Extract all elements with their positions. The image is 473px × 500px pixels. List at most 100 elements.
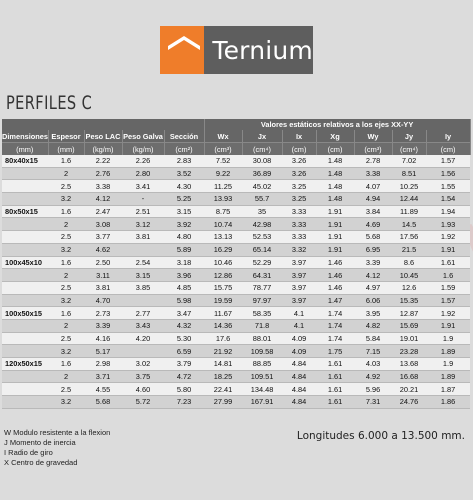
- column-header: Espesor: [48, 130, 85, 143]
- column-unit: (cm): [282, 142, 317, 155]
- table-cell: 1.59: [426, 281, 471, 295]
- static-values-header: Valores estáticos relativos a los ejes X…: [204, 119, 471, 130]
- table-cell: 3.02: [122, 357, 164, 371]
- table-cell: 5.89: [164, 243, 205, 257]
- column-header: Dimensiones: [2, 130, 49, 143]
- table-cell: 3.39: [84, 319, 122, 333]
- table-cell: 4.12: [84, 192, 122, 206]
- table-cell: 3.52: [164, 167, 205, 181]
- table-cell: 5.98: [164, 294, 205, 308]
- table-cell: 1.89: [426, 344, 471, 358]
- table-cell: 3.97: [282, 268, 317, 282]
- table-cell: 167.91: [242, 395, 283, 409]
- table-cell: 1.56: [426, 167, 471, 181]
- table-cell: 45.02: [242, 179, 283, 194]
- table-row: 120x50x15 1.6 2.98 3.02 3.79 14.81 88.85 4.84 1.…: [2, 357, 471, 371]
- table-cell: 1.6: [48, 306, 84, 320]
- table-cell: 3.15: [164, 205, 205, 219]
- table-cell: 14.36: [204, 319, 243, 333]
- table-cell: 1.46: [316, 256, 355, 270]
- table-cell: 4.30: [164, 179, 205, 194]
- table-cell: 3.84: [354, 205, 393, 219]
- table-row: 3.2 4.12-5.25 13.93 55.7 3.25 1.48 4.94 12.44 1.…: [2, 192, 471, 206]
- dimension-cell: [2, 319, 48, 333]
- table-cell: 1.6: [48, 256, 84, 270]
- table-cell: 3.25: [282, 192, 317, 206]
- table-cell: 5.68: [354, 230, 393, 244]
- dimension-cell: [2, 230, 48, 244]
- table-cell: 3.2: [48, 243, 84, 257]
- table-cell: 6.06: [354, 294, 393, 308]
- column-unit: (kg/m): [84, 142, 123, 155]
- table-cell: 2: [48, 167, 84, 181]
- table-cell: 3.43: [122, 319, 164, 333]
- table-cell: 71.8: [242, 319, 283, 333]
- table-cell: 5.80: [164, 382, 205, 397]
- dimension-cell: [2, 243, 48, 257]
- table-cell: 3.15: [122, 268, 164, 282]
- table-cell: 15.69: [392, 319, 427, 333]
- table-cell: 1.92: [426, 306, 471, 320]
- column-header: Peso Galva: [122, 130, 165, 143]
- table-cell: 17.56: [392, 230, 427, 244]
- table-row: 2.5 3.81 3.85 4.85 15.75 78.77 3.97 1.46 4.97 12.…: [2, 281, 471, 295]
- table-cell: 4.62: [84, 243, 122, 257]
- table-cell: 134.48: [242, 382, 283, 397]
- table-cell: 3.26: [282, 155, 317, 168]
- table-cell: 3.32: [282, 243, 317, 257]
- table-cell: -: [122, 192, 164, 206]
- table-cell: 2.50: [84, 256, 122, 270]
- table-cell: 3.97: [282, 281, 317, 295]
- table-cell: 78.77: [242, 281, 283, 295]
- table-cell: 10.25: [392, 179, 427, 194]
- table-cell: 10.46: [204, 256, 243, 270]
- table-cell: 3.11: [84, 268, 122, 282]
- table-cell: 4.94: [354, 192, 393, 206]
- dimension-cell: [2, 344, 48, 358]
- table-cell: 3.2: [48, 395, 84, 409]
- table-cell: 2: [48, 268, 84, 282]
- table-cell: 58.35: [242, 306, 283, 320]
- column-header: Wx: [204, 130, 243, 143]
- table-cell: 1.9: [426, 357, 471, 371]
- table-cell: 1.91: [316, 243, 355, 257]
- table-cell: 12.6: [392, 281, 427, 295]
- table-cell: 1.61: [316, 370, 355, 384]
- column-header: Jx: [242, 130, 283, 143]
- table-cell: 7.15: [354, 344, 393, 358]
- table-cell: 2.78: [354, 155, 393, 168]
- table-cell: 7.31: [354, 395, 393, 409]
- table-row: 2.5 4.55 4.60 5.80 22.41 134.48 4.84 1.61 5.96 20…: [2, 382, 471, 397]
- table-cell: 3.97: [282, 256, 317, 270]
- table-row: 3.2 4.70 5.98 19.59 97.97 3.97 1.47 6.06 15.35 1.…: [2, 294, 471, 308]
- table-cell: 3.25: [282, 179, 317, 194]
- table-cell: 1.48: [316, 155, 355, 168]
- dimension-cell: [2, 268, 48, 282]
- table-cell: 15.75: [204, 281, 243, 295]
- table-cell: 1.92: [426, 230, 471, 244]
- page-title: PERFILES C: [6, 92, 93, 114]
- table-cell: 24.76: [392, 395, 427, 409]
- table-cell: 1.89: [426, 370, 471, 384]
- table-cell: 1.61: [316, 395, 355, 409]
- table-row: 80x50x15 1.6 2.47 2.51 3.15 8.75 35 3.33 1.91 3.8…: [2, 205, 471, 219]
- column-header: Peso LAC: [84, 130, 123, 143]
- table-cell: 4.82: [354, 319, 393, 333]
- table-cell: 2.47: [84, 205, 122, 219]
- table-cell: 1.48: [316, 192, 355, 206]
- table-cell: 1.61: [316, 382, 355, 397]
- column-header: Jy: [392, 130, 427, 143]
- table-cell: 4.1: [282, 319, 317, 333]
- table-cell: 16.29: [204, 243, 243, 257]
- table-cell: 4.69: [354, 217, 393, 232]
- table-cell: 3.33: [282, 205, 317, 219]
- table-cell: 3.33: [282, 230, 317, 244]
- table-cell: 22.41: [204, 382, 243, 397]
- table-cell: 6.95: [354, 243, 393, 257]
- table-cell: [122, 294, 164, 308]
- table-cell: 1.57: [426, 294, 471, 308]
- table-cell: 1.48: [316, 167, 355, 181]
- table-cell: 1.48: [316, 179, 355, 194]
- table-cell: [122, 243, 164, 257]
- table-cell: 11.25: [204, 179, 243, 194]
